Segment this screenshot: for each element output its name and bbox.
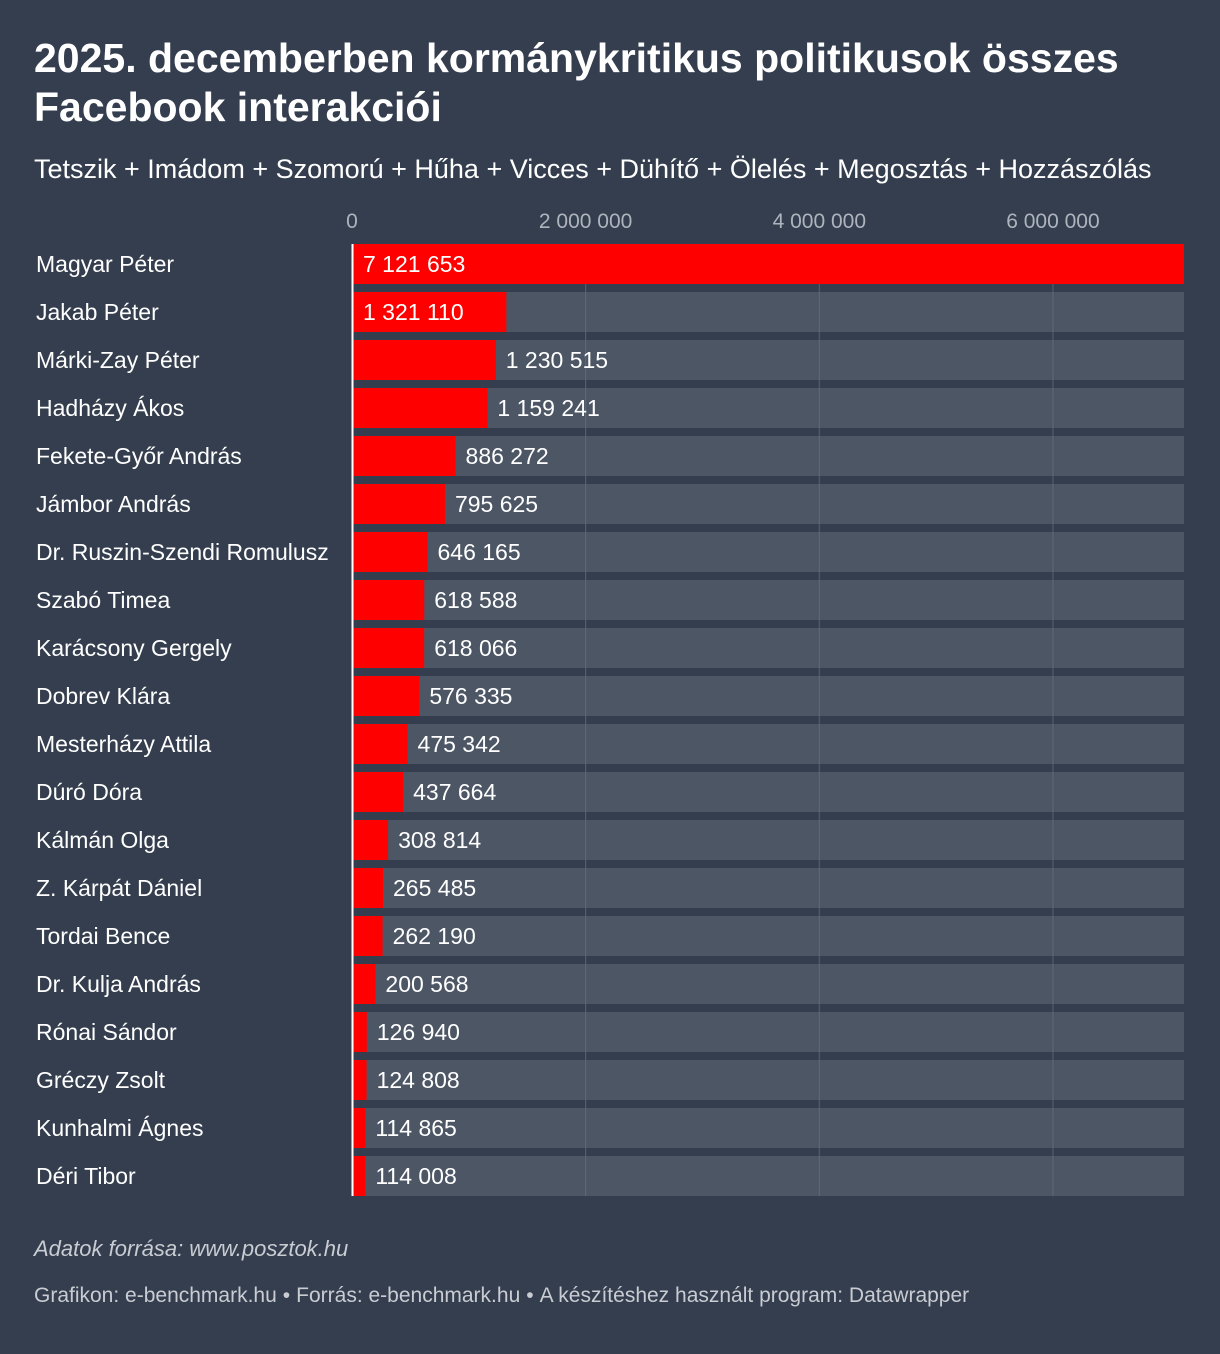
bar bbox=[354, 916, 383, 956]
category-label: Kunhalmi Ágnes bbox=[36, 1115, 204, 1141]
bar bbox=[354, 1012, 367, 1052]
category-label: Dúró Dóra bbox=[36, 779, 142, 805]
bar bbox=[354, 1108, 366, 1148]
chart-title: 2025. decemberben kormánykritikus politi… bbox=[34, 35, 1119, 130]
category-label: Jámbor András bbox=[36, 491, 191, 517]
bar bbox=[354, 724, 408, 764]
data-label: 1 230 515 bbox=[506, 347, 608, 373]
category-label: Fekete-Győr András bbox=[36, 443, 242, 469]
bar bbox=[354, 820, 389, 860]
category-label: Jakab Péter bbox=[36, 299, 159, 325]
footer-graphic: Grafikon: e-benchmark.hu bbox=[34, 1284, 277, 1307]
footer-source: Forrás: e-benchmark.hu bbox=[296, 1284, 521, 1307]
data-label: 1 159 241 bbox=[497, 395, 599, 421]
bar bbox=[354, 964, 376, 1004]
data-label: 618 066 bbox=[434, 635, 517, 661]
bar-track bbox=[352, 628, 1184, 668]
bar bbox=[354, 1156, 366, 1196]
category-label: Dobrev Klára bbox=[36, 683, 170, 709]
bar-track bbox=[352, 532, 1184, 572]
x-tick-label: 6 000 000 bbox=[1006, 210, 1099, 233]
bar bbox=[354, 532, 428, 572]
bar bbox=[354, 340, 496, 380]
bar-track bbox=[352, 724, 1184, 764]
bar-track bbox=[352, 484, 1184, 524]
x-tick-label: 0 bbox=[346, 210, 358, 233]
category-label: Déri Tibor bbox=[36, 1163, 136, 1189]
bar bbox=[354, 868, 384, 908]
bar bbox=[354, 244, 1184, 284]
footer-separator: • bbox=[526, 1284, 534, 1307]
bar bbox=[354, 772, 404, 812]
data-label: 308 814 bbox=[398, 827, 481, 853]
data-label: 1 321 110 bbox=[363, 299, 464, 325]
category-label: Magyar Péter bbox=[36, 251, 174, 277]
category-label: Karácsony Gergely bbox=[36, 635, 232, 661]
data-label: 7 121 653 bbox=[363, 251, 465, 277]
bar-track bbox=[352, 1012, 1184, 1052]
x-tick-label: 4 000 000 bbox=[773, 210, 866, 233]
bar-track bbox=[352, 916, 1184, 956]
bar bbox=[354, 676, 420, 716]
category-label: Gréczy Zsolt bbox=[36, 1067, 166, 1093]
bar bbox=[354, 580, 425, 620]
category-label: Rónai Sándor bbox=[36, 1019, 177, 1045]
data-label: 618 588 bbox=[434, 587, 517, 613]
data-source-note: Adatok forrása: www.posztok.hu bbox=[34, 1236, 349, 1261]
bar-track bbox=[352, 772, 1184, 812]
footer: Grafikon: e-benchmark.hu • Forrás: e-bench… bbox=[34, 1284, 969, 1308]
data-label: 646 165 bbox=[437, 539, 520, 565]
bar bbox=[354, 484, 445, 524]
category-label: Mesterházy Attila bbox=[36, 731, 211, 757]
bar-track bbox=[352, 676, 1184, 716]
category-label: Dr. Ruszin-Szendi Romulusz bbox=[36, 539, 329, 565]
category-label: Kálmán Olga bbox=[36, 827, 169, 853]
data-label: 475 342 bbox=[418, 731, 501, 757]
bar-track bbox=[352, 820, 1184, 860]
bar bbox=[354, 628, 425, 668]
data-label: 126 940 bbox=[377, 1019, 460, 1045]
data-label: 886 272 bbox=[466, 443, 549, 469]
data-label: 114 865 bbox=[375, 1115, 456, 1141]
data-label: 795 625 bbox=[455, 491, 538, 517]
bar-chart: 0 2 000 000 4 000 000 6 000 000 Magyar Péter… bbox=[36, 210, 1184, 1196]
category-label: Szabó Timea bbox=[36, 587, 170, 613]
category-label: Dr. Kulja András bbox=[36, 971, 201, 997]
bar bbox=[354, 1060, 367, 1100]
bar bbox=[354, 436, 456, 476]
data-label: 262 190 bbox=[393, 923, 476, 949]
bar-track bbox=[352, 964, 1184, 1004]
data-label: 114 008 bbox=[375, 1163, 456, 1189]
data-label: 124 808 bbox=[377, 1067, 460, 1093]
category-label: Z. Kárpát Dániel bbox=[36, 875, 202, 901]
footer-separator: • bbox=[282, 1284, 291, 1307]
bar-track bbox=[352, 388, 1184, 428]
data-label: 265 485 bbox=[393, 875, 476, 901]
bar-track bbox=[352, 1060, 1184, 1100]
x-tick-label: 2 000 000 bbox=[539, 210, 632, 233]
bar-track bbox=[352, 436, 1184, 476]
data-label: 437 664 bbox=[413, 779, 496, 805]
data-label: 200 568 bbox=[385, 971, 468, 997]
data-label: 576 335 bbox=[429, 683, 512, 709]
bar-track bbox=[352, 1156, 1184, 1196]
footer-tool: A készítéshez használt program: Datawrap… bbox=[539, 1284, 970, 1307]
category-label: Tordai Bence bbox=[36, 923, 170, 949]
bar bbox=[354, 388, 488, 428]
bar bbox=[354, 292, 507, 332]
chart-subtitle: Tetszik + Imádom + Szomorú + Hűha + Vicc… bbox=[34, 154, 1152, 184]
bar-track bbox=[352, 580, 1184, 620]
bar-track bbox=[352, 1108, 1184, 1148]
category-label: Hadházy Ákos bbox=[36, 395, 184, 421]
bar-track bbox=[352, 868, 1184, 908]
category-label: Márki-Zay Péter bbox=[36, 347, 200, 373]
